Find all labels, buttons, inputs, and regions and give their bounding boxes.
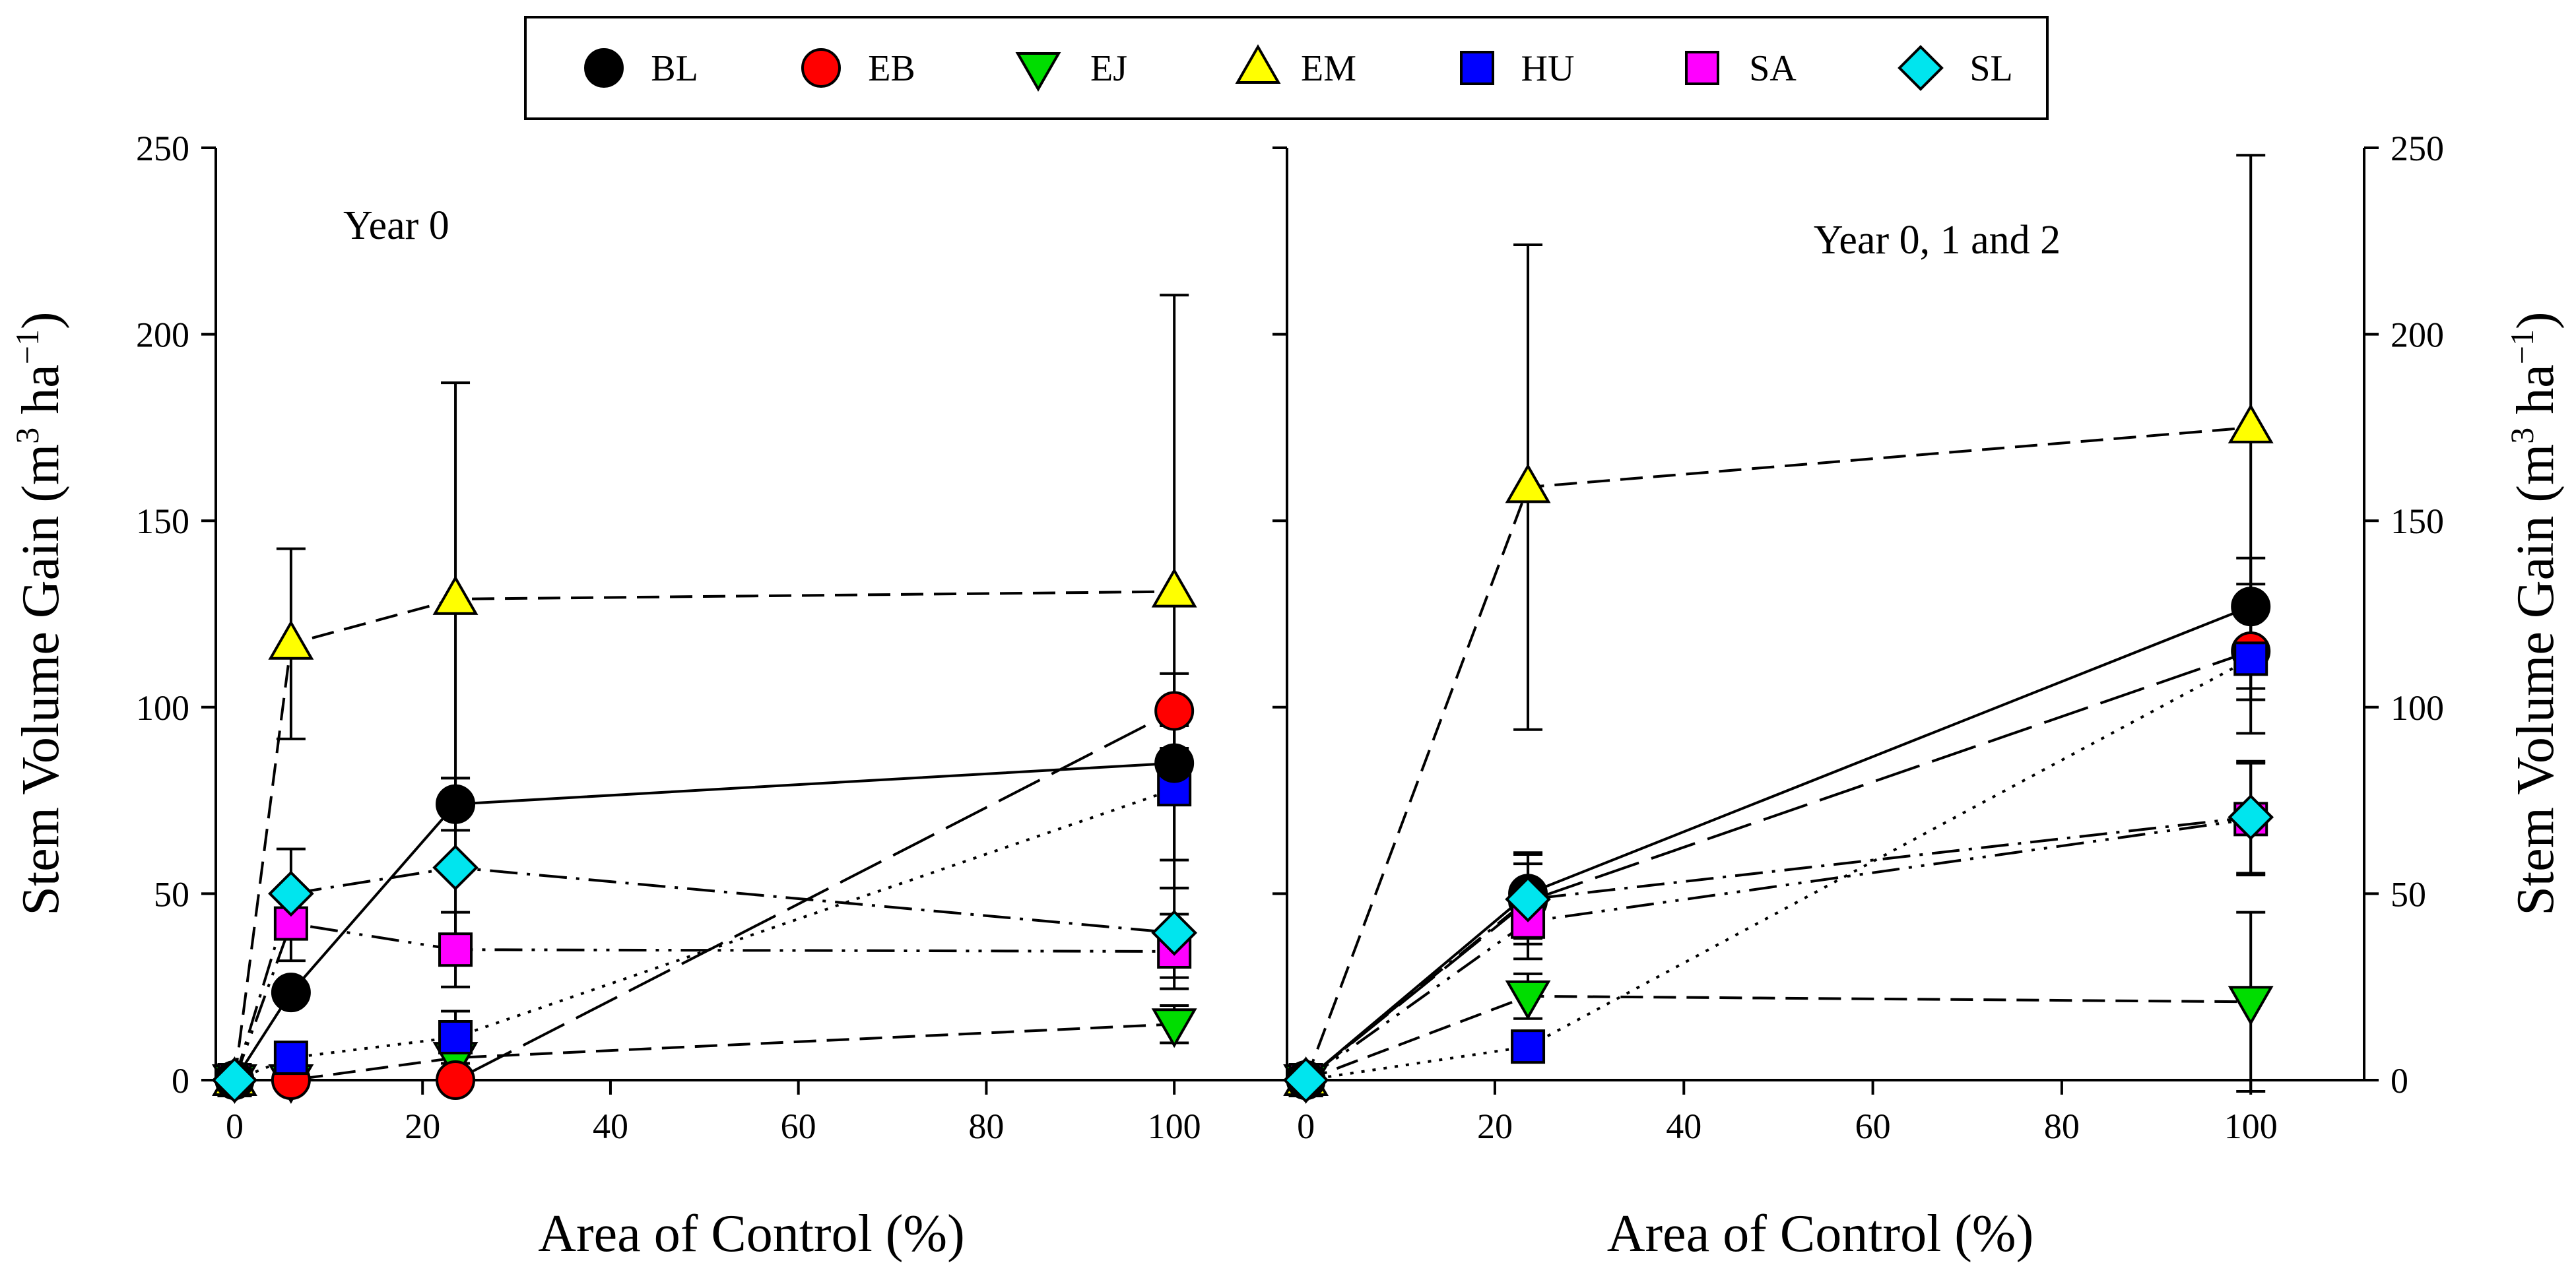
legend-label-bl: BL [651, 48, 698, 89]
legend-marker-sl [1898, 45, 1944, 91]
data-point-ej [2228, 986, 2274, 1026]
y-axis-title-left: Stem Volume Gain (m3 ha−1) [9, 311, 70, 915]
panel-label: Year 0 [343, 203, 449, 248]
legend-marker-em [1235, 44, 1281, 84]
data-point-em [1151, 567, 1197, 608]
x-axis-title: Area of Control (%) [1607, 1205, 2033, 1263]
series-line-em [1304, 426, 2251, 1081]
y-tick-label: 150 [136, 501, 189, 541]
data-point-sl [2228, 794, 2274, 841]
data-point-hu [1511, 1029, 1546, 1064]
y-tick-label: 200 [136, 315, 189, 355]
series-line-sl [1305, 816, 2251, 1081]
legend-box [524, 16, 2049, 120]
series-line-eb [1305, 650, 2251, 1081]
data-point-em [268, 620, 314, 660]
legend-label-em: EM [1301, 48, 1356, 89]
data-point-eb [1154, 691, 1195, 731]
data-point-sa [438, 932, 473, 967]
series-line-bl [1305, 605, 2251, 1081]
legend-marker-bl [584, 48, 624, 88]
data-point-sl [211, 1057, 258, 1103]
data-point-eb [436, 1060, 476, 1100]
y-tick-label-right: 0 [2391, 1061, 2408, 1101]
x-tick-label: 60 [1855, 1107, 1891, 1146]
data-point-em [2228, 403, 2274, 443]
y-tick-label-right: 250 [2391, 129, 2444, 168]
data-point-ej [1151, 1008, 1197, 1048]
series-line-bl [233, 761, 1175, 1081]
panel-label: Year 0, 1 and 2 [1814, 218, 2061, 263]
data-point-hu [2233, 641, 2268, 676]
x-tick-label: 40 [1666, 1107, 1701, 1146]
x-tick-label: 0 [226, 1107, 244, 1146]
legend-label-sa: SA [1749, 48, 1797, 89]
data-point-sl [1505, 876, 1551, 922]
x-tick-label: 100 [1148, 1107, 1201, 1146]
data-point-bl [1154, 743, 1195, 783]
x-tick-label: 20 [405, 1107, 440, 1146]
y-tick-label: 100 [136, 688, 189, 728]
data-point-bl [436, 784, 476, 824]
y-tick-label-right: 200 [2391, 315, 2444, 355]
panel-2: 0 50 100 150 200 250 0 20 40 60 80 100 Area of Contr… [1282, 129, 2444, 1263]
y-tick-label-right: 150 [2391, 501, 2444, 541]
legend-label-eb: EB [868, 48, 915, 89]
series-line-ej [234, 1023, 1175, 1081]
x-tick-label: 40 [593, 1107, 628, 1146]
series-line-hu [1305, 657, 2252, 1081]
data-point-sl [268, 870, 314, 917]
legend-item-ej: EJ [1015, 48, 1127, 92]
legend-item-sl: SL [1898, 45, 2013, 91]
panel-1: 0 50 100 150 200 250 0 20 40 60 80 100 Area of Contr… [136, 129, 1288, 1263]
series-line-sa [233, 922, 1175, 1081]
x-tick-label: 100 [2224, 1107, 2278, 1146]
data-point-ej [1505, 980, 1551, 1020]
series-line-sl [233, 866, 1175, 1081]
legend-item-sa: SA [1685, 48, 1797, 89]
legend-item-em: EM [1235, 44, 1356, 89]
legend-marker-ej [1015, 52, 1061, 92]
data-point-sl [1282, 1057, 1329, 1103]
data-point-hu [438, 1020, 473, 1055]
data-point-hu [273, 1041, 308, 1076]
data-point-sa [273, 906, 308, 941]
x-tick-label: 80 [968, 1107, 1004, 1146]
data-point-sl [1151, 909, 1197, 956]
data-point-bl [2231, 587, 2271, 627]
legend-marker-eb [801, 48, 841, 88]
legend-label-hu: HU [1521, 48, 1575, 89]
legend-item-eb: EB [801, 48, 915, 89]
x-tick-label: 20 [1477, 1107, 1513, 1146]
legend: BL EB EJ EM HU SA SL [524, 16, 2049, 120]
data-point-em [1505, 463, 1551, 503]
x-tick-label: 60 [781, 1107, 816, 1146]
legend-marker-hu [1460, 51, 1494, 85]
x-tick-label: 0 [1297, 1107, 1315, 1146]
series-line-hu [234, 788, 1175, 1081]
x-tick-label: 80 [2044, 1107, 2080, 1146]
series-line-eb [234, 709, 1175, 1081]
y-tick-label: 50 [154, 874, 189, 914]
data-point-bl [271, 973, 311, 1013]
y-tick-label-right: 100 [2391, 688, 2444, 728]
data-point-em [432, 575, 479, 615]
x-axis-title: Area of Control (%) [538, 1205, 964, 1263]
y-tick-label: 250 [136, 129, 189, 168]
y-axis-title-right: Stem Volume Gain (m3 ha−1) [2503, 311, 2565, 915]
legend-label-sl: SL [1969, 48, 2012, 89]
legend-item-bl: BL [584, 48, 698, 89]
data-point-sl [432, 845, 479, 891]
legend-label-ej: EJ [1090, 48, 1127, 89]
series-line-em [233, 590, 1175, 1081]
y-tick-label-right: 50 [2391, 874, 2426, 914]
y-tick-label: 0 [172, 1061, 189, 1101]
legend-marker-sa [1685, 51, 1719, 85]
series-line-ej [1305, 994, 2251, 1081]
legend-item-hu: HU [1460, 48, 1575, 89]
series-line-sa [1305, 818, 2251, 1081]
